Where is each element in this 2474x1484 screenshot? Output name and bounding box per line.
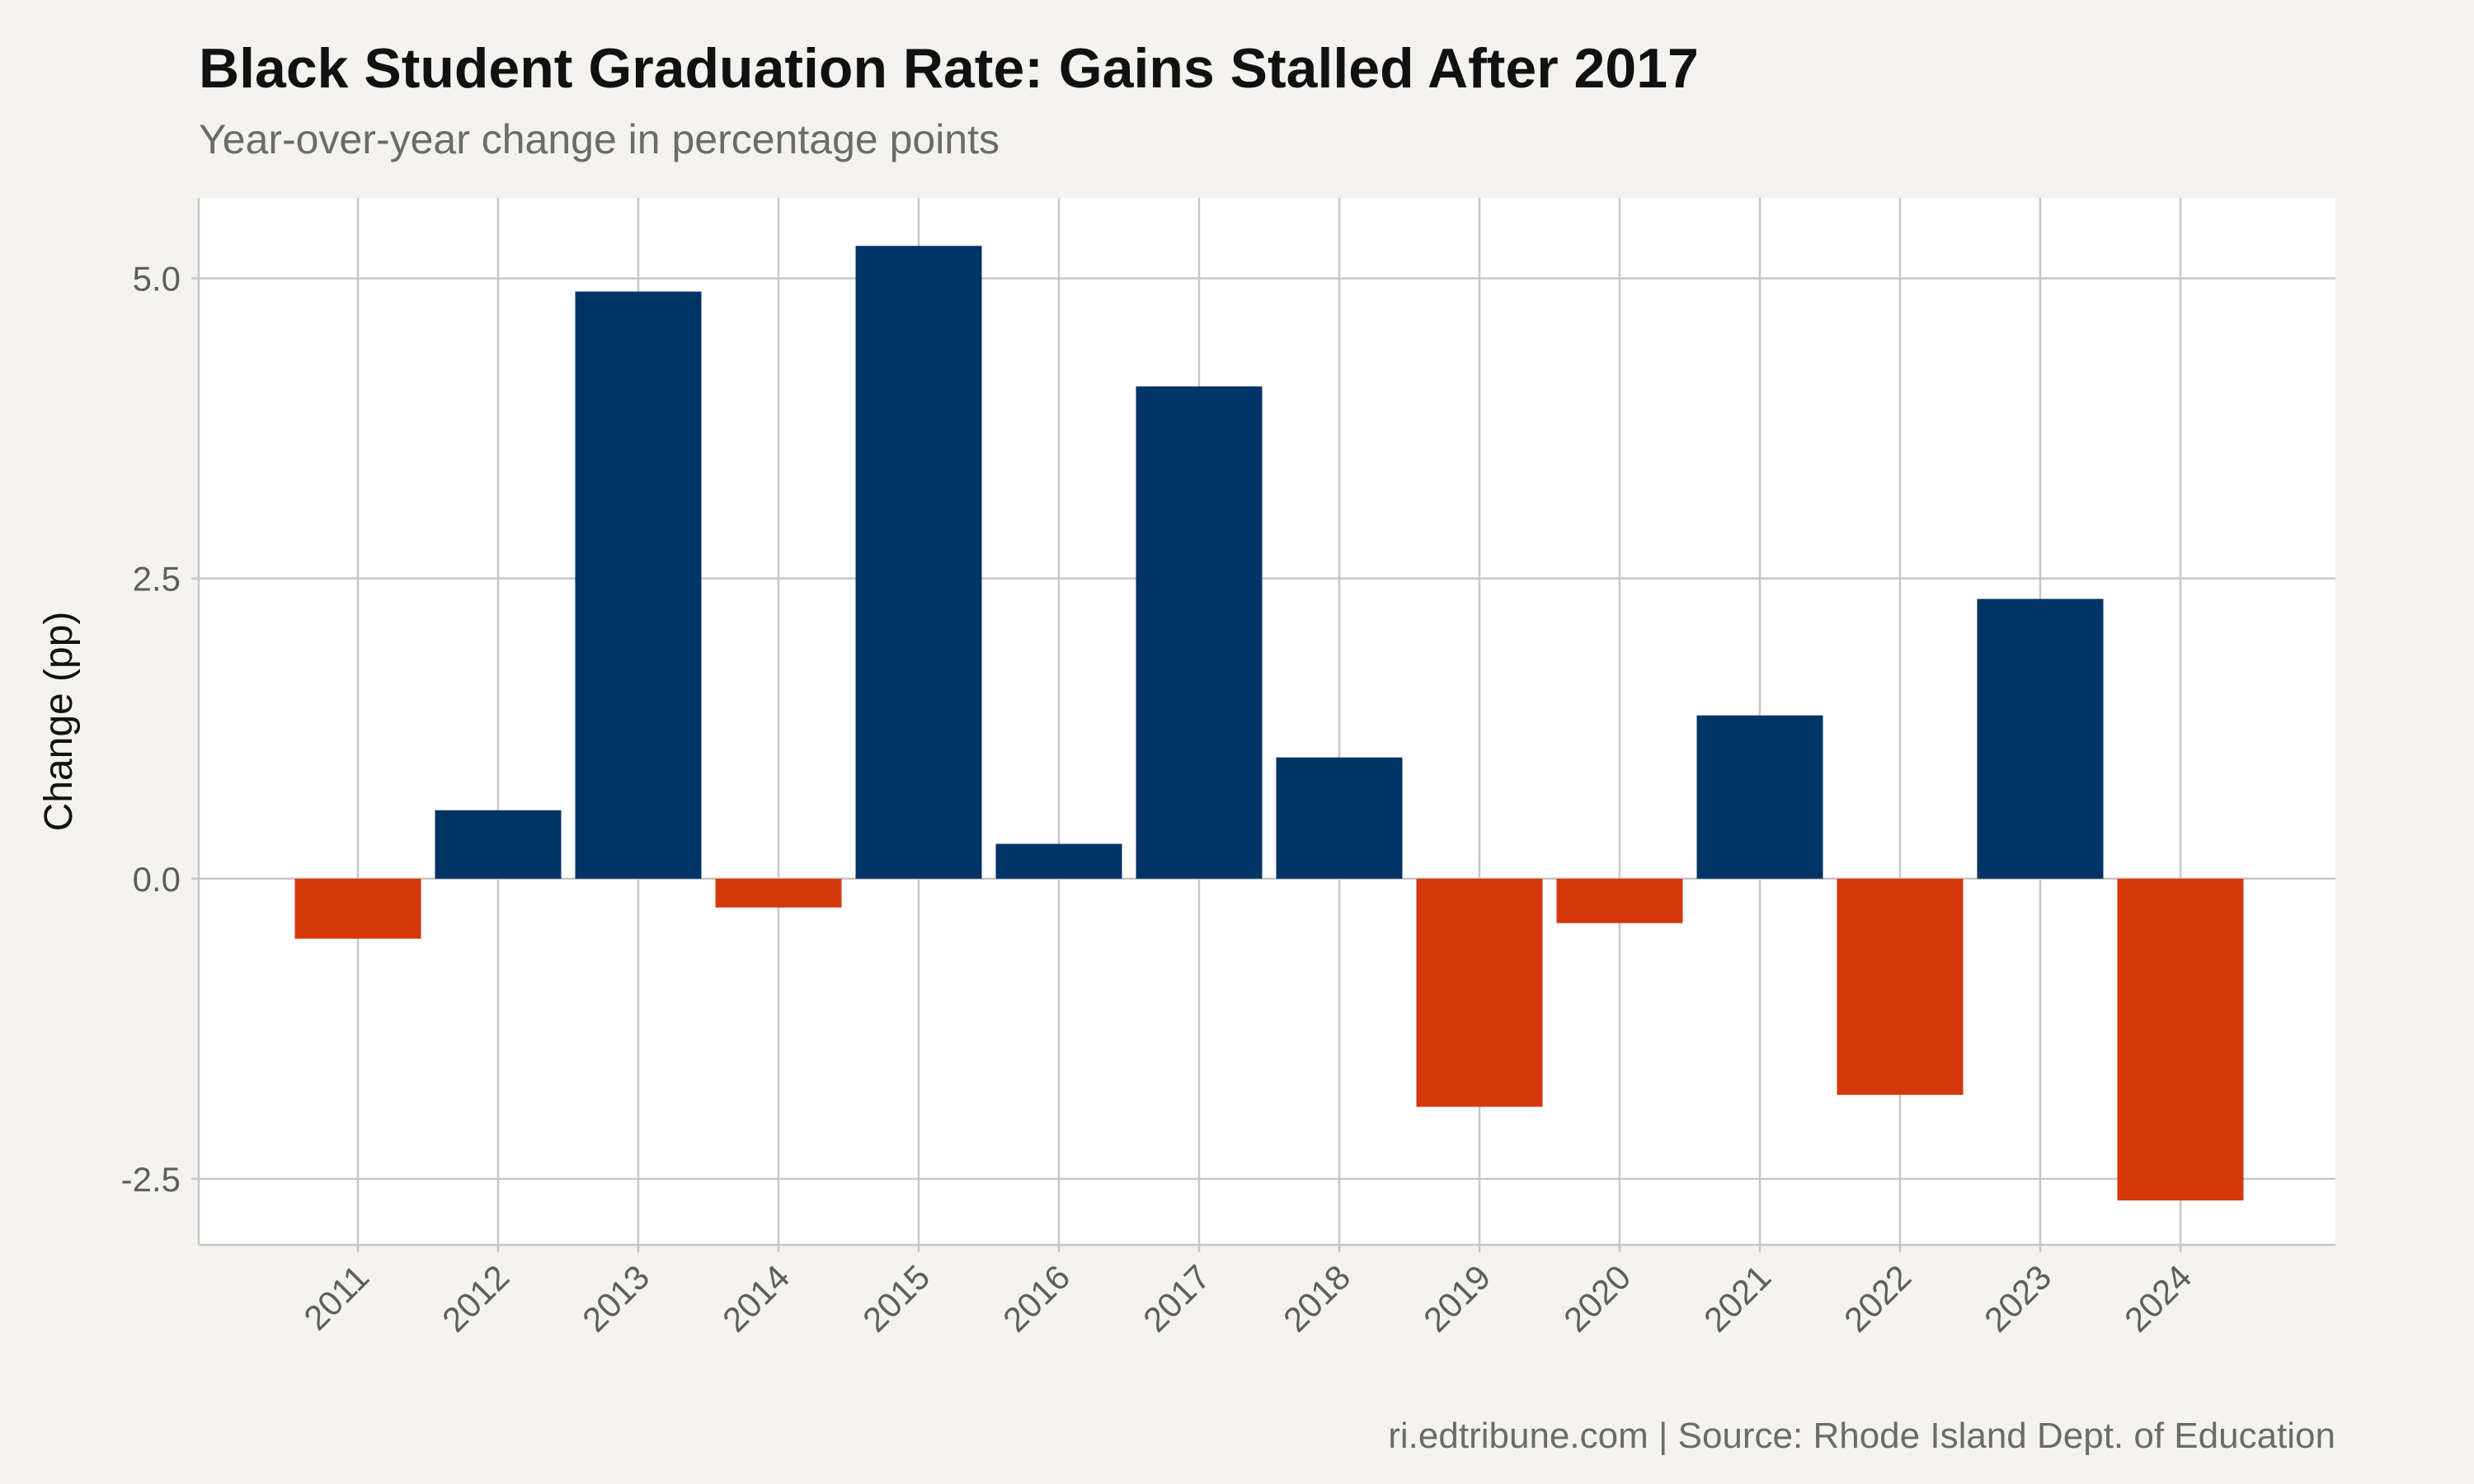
x-tick-label: 2014 [715,1257,797,1339]
bar-2015 [855,246,982,879]
bar-2021 [1696,715,1823,879]
bar-2020 [1556,878,1683,923]
x-tick-label: 2013 [575,1257,656,1339]
bar-2011 [294,878,421,939]
x-tick-label: 2015 [855,1257,937,1339]
x-tick-label: 2022 [1837,1257,1918,1339]
bars [294,246,2244,1201]
x-tick-label: 2021 [1696,1257,1778,1339]
x-tick-label: 2024 [2117,1257,2199,1339]
x-tick-label: 2018 [1276,1257,1357,1339]
y-tick-label: 0.0 [133,860,181,899]
bar-2023 [1977,599,2104,879]
bar-2013 [575,291,702,879]
bar-2018 [1276,757,1403,879]
x-tick-label: 2011 [296,1257,376,1337]
bar-2016 [995,843,1122,879]
bar-2022 [1837,878,1964,1095]
chart-subtitle: Year-over-year change in percentage poin… [199,116,999,162]
bar-2017 [1136,386,1263,879]
chart-title: Black Student Graduation Rate: Gains Sta… [199,37,1699,100]
x-tick-label: 2019 [1416,1257,1498,1339]
y-axis-title: Change (pp) [37,612,81,832]
bar-2019 [1416,878,1543,1107]
y-tick-label: -2.5 [121,1160,181,1199]
y-tick-label: 5.0 [133,260,181,298]
x-tick-label: 2012 [435,1257,516,1339]
axes [191,198,2335,1252]
bar-2024 [2117,878,2244,1201]
x-tick-label: 2023 [1977,1257,2058,1339]
source-caption: ri.edtribune.com | Source: Rhode Island … [1388,1416,2335,1456]
x-tick-label: 2017 [1136,1257,1217,1339]
x-tick-label: 2020 [1556,1257,1638,1339]
x-tick-label: 2016 [995,1257,1077,1339]
bar-2012 [435,810,562,879]
bar-2014 [715,878,842,908]
y-tick-label: 2.5 [133,560,181,599]
